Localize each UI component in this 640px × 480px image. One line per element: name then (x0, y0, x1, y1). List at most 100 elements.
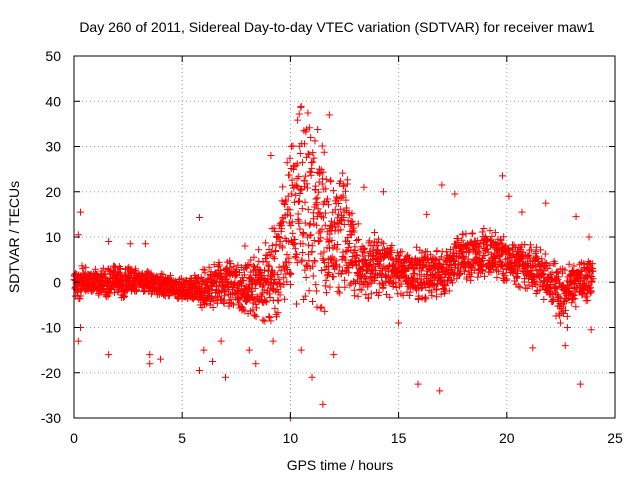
data-point (353, 251, 361, 259)
data-point (332, 193, 340, 201)
data-point (281, 198, 289, 206)
data-point (272, 279, 280, 287)
data-point (437, 277, 445, 285)
data-point (305, 124, 313, 132)
data-point (312, 182, 320, 190)
data-point (449, 279, 457, 287)
data-point (311, 258, 319, 266)
data-point (513, 266, 521, 274)
x-tick-label: 20 (499, 430, 515, 446)
data-point (325, 244, 333, 252)
data-point (283, 159, 291, 167)
data-point (274, 309, 282, 317)
data-point (326, 283, 334, 291)
data-point (366, 261, 374, 269)
data-point (505, 192, 513, 200)
y-tick-label: -20 (41, 365, 61, 381)
data-point (555, 273, 563, 281)
data-point (399, 291, 407, 299)
data-point (469, 229, 477, 237)
data-point (333, 245, 341, 253)
data-point (488, 232, 496, 240)
data-point (373, 246, 381, 254)
data-point (275, 233, 283, 241)
data-point (249, 291, 257, 299)
data-point (314, 205, 322, 213)
data-point (316, 169, 324, 177)
data-point (523, 284, 531, 292)
data-point (418, 249, 426, 257)
data-point (308, 373, 316, 381)
data-point (483, 235, 491, 243)
data-point (241, 242, 249, 250)
data-point (360, 244, 368, 252)
data-point (267, 317, 275, 325)
data-point (417, 267, 425, 275)
data-point (378, 271, 386, 279)
data-point (538, 255, 546, 263)
data-point (527, 246, 535, 254)
data-point (322, 276, 330, 284)
data-point (416, 271, 424, 279)
data-point (286, 154, 294, 162)
data-point (276, 291, 284, 299)
data-point (478, 228, 486, 236)
data-point (367, 290, 375, 298)
data-point (457, 269, 465, 277)
data-point (319, 168, 327, 176)
data-point (288, 190, 296, 198)
data-point (572, 283, 580, 291)
plot-frame (73, 55, 616, 419)
data-point (335, 283, 343, 291)
grid (74, 56, 615, 418)
data-point (245, 346, 253, 354)
data-point (292, 191, 300, 199)
data-point (196, 366, 204, 374)
data-point (327, 178, 335, 186)
data-point (438, 181, 446, 189)
data-point (343, 204, 351, 212)
data-point (286, 269, 294, 277)
data-point (556, 319, 564, 327)
data-point (330, 351, 338, 359)
data-point (244, 261, 252, 269)
data-point (556, 312, 564, 320)
data-point (282, 196, 290, 204)
data-point (346, 281, 354, 289)
data-point (333, 195, 341, 203)
data-point (551, 260, 559, 268)
data-point (374, 291, 382, 299)
data-point (270, 224, 278, 232)
data-point (324, 201, 332, 209)
data-point (297, 102, 305, 110)
data-point (323, 272, 331, 280)
data-point (542, 199, 550, 207)
data-point (286, 206, 294, 214)
data-point (313, 194, 321, 202)
data-point (217, 337, 225, 345)
data-point (358, 286, 366, 294)
data-point (484, 245, 492, 253)
data-point (541, 250, 549, 258)
data-point (568, 299, 576, 307)
data-point (250, 253, 258, 261)
data-point (317, 234, 325, 242)
data-point (319, 214, 327, 222)
data-point (350, 278, 358, 286)
data-point (240, 271, 248, 279)
data-point (503, 275, 511, 283)
data-point (287, 212, 295, 220)
data-point (584, 296, 592, 304)
data-point (536, 278, 544, 286)
data-point (304, 206, 312, 214)
data-point (287, 222, 295, 230)
data-point (120, 293, 128, 301)
axes: 50 40 30 20 10 0 -10 -20 -30 0 5 10 15 20 25 (41, 48, 623, 446)
data-point (589, 260, 597, 268)
data-point (395, 319, 403, 327)
chart-title: Day 260 of 2011, Sidereal Day-to-day VTE… (79, 19, 595, 35)
data-point (277, 280, 285, 288)
data-point (481, 272, 488, 280)
data-point (286, 270, 294, 278)
